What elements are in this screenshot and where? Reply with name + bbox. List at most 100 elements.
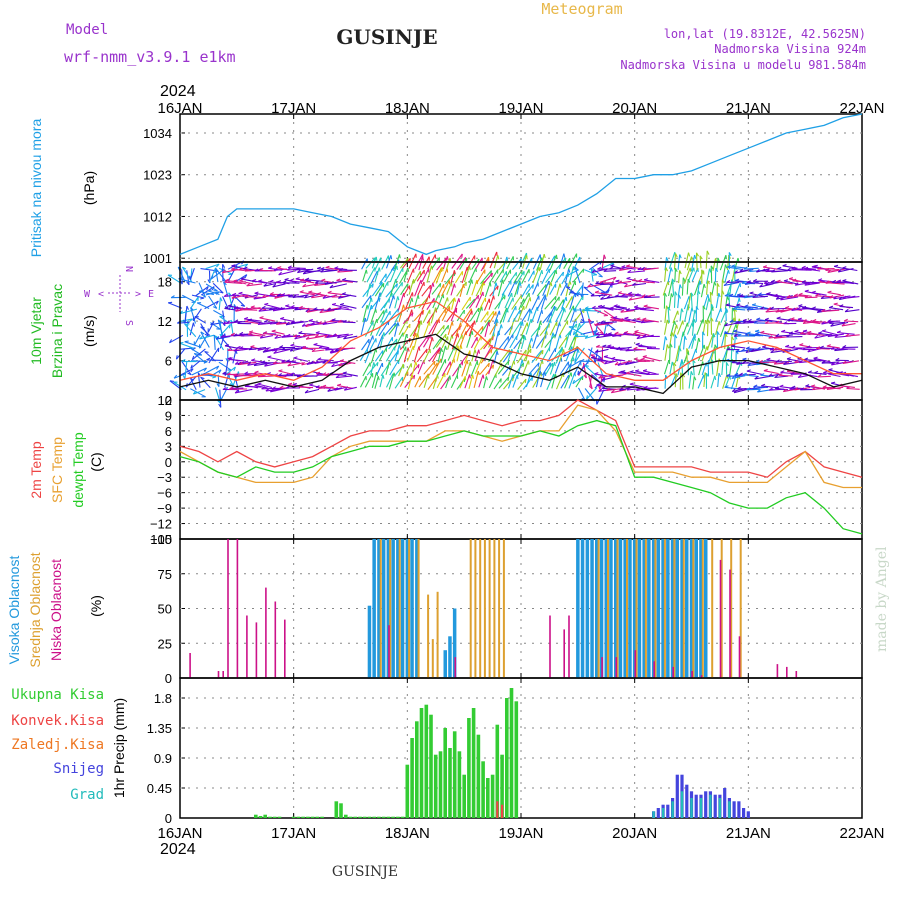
wind-arrow-head — [743, 294, 748, 299]
wind-arrow-head — [231, 267, 236, 270]
wind-arrow-head — [788, 331, 793, 335]
total-rain-bar — [291, 816, 296, 818]
wind-arrow-head — [453, 283, 456, 288]
wind-arrow — [455, 322, 462, 337]
wind-arrow — [756, 318, 773, 323]
wind-arrow-head — [429, 285, 432, 290]
wind-arrow-head — [804, 266, 809, 270]
wind-arrow-head — [315, 331, 320, 334]
wind-arrow — [692, 376, 695, 390]
wind-arrow-head — [226, 372, 231, 376]
wind-arrow-head — [527, 360, 530, 365]
high-cloud-bar — [391, 539, 395, 678]
wind-arrow — [479, 281, 485, 295]
wind-arrow — [233, 280, 247, 285]
wind-arrow — [643, 267, 659, 271]
wind-arrow-head — [223, 281, 227, 286]
wind-arrow-head — [577, 348, 580, 353]
wind-arrow-head — [597, 266, 602, 270]
y-tick-label: 0 — [165, 811, 172, 826]
wind-arrow — [488, 359, 494, 375]
wind-arrow-head — [796, 306, 801, 310]
wind-arrow-head — [768, 335, 773, 339]
wind-arrow — [677, 284, 681, 297]
wind-arrow — [634, 331, 650, 336]
wind-arrow-head — [675, 373, 679, 378]
high-cloud-bar — [443, 650, 447, 678]
wind-arrow — [437, 283, 445, 296]
wind-arrow — [379, 273, 387, 285]
wind-arrow-head — [793, 293, 799, 297]
wind-arrow-head — [842, 295, 847, 299]
compass-e: E — [148, 289, 154, 300]
wind-arrow-head — [598, 275, 603, 278]
wind-arrow — [542, 280, 550, 297]
wind-arrow — [687, 293, 692, 311]
wind-arrow — [531, 295, 540, 311]
wind-arrow — [427, 377, 437, 391]
wind-arrow-head — [794, 387, 799, 391]
wind-arrow-head — [281, 359, 286, 363]
wind-arrow-head — [780, 296, 785, 301]
wind-title-2: Brzina i Pravac — [49, 284, 65, 378]
wind-arrow-head — [225, 278, 230, 282]
wind-arrow — [445, 257, 451, 270]
precip-legend-item: Grad — [70, 787, 104, 803]
wind-arrow — [452, 360, 464, 377]
wind-arrow-head — [338, 295, 342, 299]
wind-arrow — [779, 386, 792, 389]
wind-arrow — [338, 347, 356, 350]
wind-arrow-head — [811, 386, 816, 391]
y-tick-label: 12 — [158, 393, 172, 408]
wind-arrow — [669, 361, 673, 375]
wind-arrow-head — [203, 361, 208, 364]
wind-arrow-head — [268, 266, 273, 269]
wind-arrow-head — [229, 386, 233, 390]
total-rain-bar — [457, 751, 462, 818]
wind-arrow-head — [681, 308, 684, 313]
wind-arrow-head — [254, 291, 259, 294]
wind-arrow-head — [218, 403, 222, 408]
wind-arrow-head — [316, 372, 321, 376]
wind-arrow-head — [570, 372, 573, 377]
wind-arrow-head — [590, 293, 595, 297]
wind-arrow — [558, 336, 568, 349]
wind-arrow-head — [215, 263, 220, 268]
wind-speed-line — [179, 333, 863, 395]
wind-arrow — [199, 334, 215, 340]
wind-arrow — [397, 346, 407, 362]
wind-arrow-head — [439, 283, 442, 288]
wind-arrow-head — [322, 321, 327, 325]
mid-cloud-bar — [389, 539, 392, 678]
wind-arrow — [337, 270, 353, 273]
wind-arrow-head — [425, 348, 428, 353]
wind-arrow-head — [261, 386, 266, 390]
wind-arrow-head — [727, 269, 730, 274]
wind-arrow-head — [215, 336, 220, 340]
wind-arrow — [568, 336, 576, 351]
wind-arrow — [610, 265, 626, 270]
wind-arrow-head — [190, 364, 193, 369]
wind-arrow-head — [741, 280, 746, 284]
wind-arrow — [376, 310, 385, 322]
wind-arrow — [706, 280, 709, 295]
wind-arrow-head — [766, 292, 771, 295]
wind-arrow — [193, 334, 201, 346]
wind-arrow-head — [842, 360, 847, 364]
wind-arrow-head — [564, 257, 567, 262]
wind-arrow-head — [550, 282, 553, 287]
wind-arrow-head — [737, 386, 742, 390]
wind-arrow — [197, 372, 201, 388]
wind-arrow-head — [447, 325, 450, 330]
time-tick-bottom: 20JAN — [612, 825, 657, 842]
wind-arrow-head — [337, 319, 342, 323]
wind-arrow — [826, 282, 845, 285]
y-tick-label: 3 — [165, 439, 172, 454]
wind-arrow — [610, 307, 623, 311]
wind-arrow — [731, 345, 746, 349]
wind-arrow-head — [748, 268, 753, 272]
wind-arrow-head — [257, 382, 262, 385]
wind-arrow — [456, 256, 467, 271]
wind-arrow-head — [735, 305, 740, 309]
wind-arrow-head — [729, 293, 734, 297]
